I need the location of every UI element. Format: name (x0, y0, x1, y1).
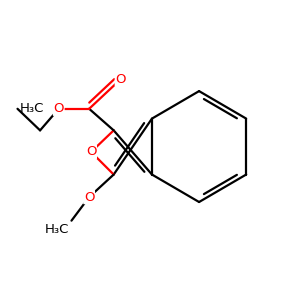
Text: O: O (53, 102, 64, 115)
Text: H₃C: H₃C (20, 102, 44, 115)
Text: O: O (115, 73, 126, 86)
Text: H₃C: H₃C (45, 223, 70, 236)
Text: O: O (84, 190, 94, 204)
Text: O: O (86, 146, 96, 158)
